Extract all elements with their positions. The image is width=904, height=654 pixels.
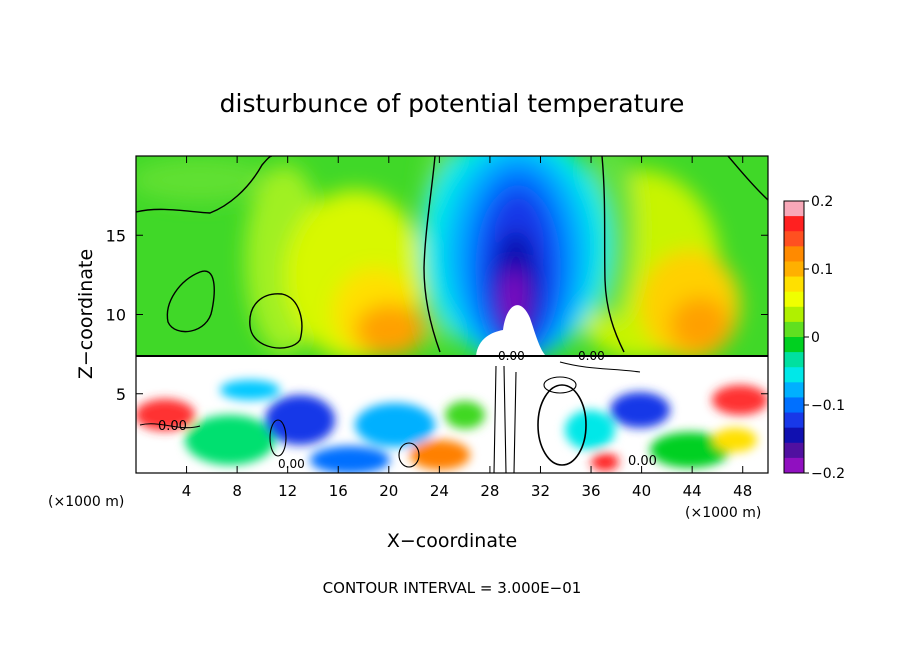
colorbar-swatch bbox=[784, 201, 804, 217]
contour-label: 0.00 bbox=[498, 349, 525, 363]
field-patch bbox=[265, 395, 335, 445]
x-tick-label: 40 bbox=[632, 482, 651, 500]
y-ticks: 5 10 15 bbox=[106, 226, 768, 404]
field-patch bbox=[220, 380, 280, 400]
lower-contour bbox=[537, 384, 587, 466]
y-axis-label: Z−coordinate bbox=[75, 249, 97, 379]
colorbar-swatch bbox=[784, 442, 804, 459]
colorbar-swatch bbox=[784, 367, 804, 383]
colorbar-swatch bbox=[784, 457, 804, 474]
field-patch bbox=[650, 432, 730, 468]
colorbar-swatch bbox=[784, 276, 804, 293]
x-tick-label: 48 bbox=[733, 482, 752, 500]
x-tick-label: 20 bbox=[379, 482, 398, 500]
x-unit-right: (×1000 m) bbox=[685, 505, 761, 521]
upper-contour bbox=[423, 156, 441, 353]
lower-contour bbox=[493, 365, 517, 473]
contour-label: 0.00 bbox=[278, 457, 305, 471]
lower-contour bbox=[139, 361, 641, 429]
lower-contour bbox=[269, 419, 287, 457]
field-patch bbox=[565, 410, 615, 450]
field-patch bbox=[310, 446, 390, 473]
contour-labels: 0.00 0.00 0.00 0.00 0.00 bbox=[158, 349, 657, 471]
colorbar-labels: 0.2 0.1 0 −0.1 −0.2 bbox=[804, 194, 845, 482]
upper-contour bbox=[136, 156, 273, 214]
field-patch bbox=[355, 403, 435, 447]
y-tick-label: 10 bbox=[106, 306, 126, 325]
colorbar-swatch bbox=[784, 216, 804, 232]
contour-label: 0.00 bbox=[628, 454, 657, 469]
contour-label: 0.00 bbox=[578, 349, 605, 363]
colorbar-tick-label: −0.2 bbox=[811, 466, 845, 482]
x-tick-label: 8 bbox=[232, 482, 242, 500]
x-tick-label: 24 bbox=[430, 482, 449, 500]
field-patch bbox=[591, 453, 619, 471]
x-tick-label: 12 bbox=[278, 482, 297, 500]
upper-contour bbox=[166, 270, 215, 333]
field-patch bbox=[355, 304, 425, 356]
colorbar-swatch bbox=[784, 337, 804, 353]
contour-label: 0.00 bbox=[158, 419, 187, 434]
colorbar bbox=[784, 201, 804, 474]
x-tick-label: 4 bbox=[182, 482, 192, 500]
field-patch bbox=[185, 415, 275, 465]
contour-interval-note: CONTOUR INTERVAL = 3.000E−01 bbox=[323, 579, 582, 597]
chart-title: disturbunce of potential temperature bbox=[220, 89, 685, 118]
colorbar-swatch bbox=[784, 397, 804, 414]
colorbar-swatch bbox=[784, 382, 804, 398]
upper-contour bbox=[727, 156, 768, 201]
colorbar-tick-label: 0.1 bbox=[811, 262, 833, 278]
x-ticks: 4 8 12 16 20 24 28 32 36 40 44 48 bbox=[182, 156, 752, 500]
field-patch bbox=[670, 297, 730, 353]
field-patch bbox=[712, 385, 768, 415]
x-tick-label: 32 bbox=[531, 482, 550, 500]
colorbar-tick-label: 0.2 bbox=[811, 194, 833, 210]
colorbar-swatch bbox=[784, 231, 804, 247]
x-tick-label: 16 bbox=[329, 482, 348, 500]
colorbar-swatch bbox=[784, 352, 804, 368]
colorbar-swatch bbox=[784, 412, 804, 429]
lower-contour bbox=[543, 376, 577, 394]
colorbar-swatch bbox=[784, 306, 804, 323]
colorbar-swatch bbox=[784, 246, 804, 262]
field-patch bbox=[410, 440, 470, 470]
x-tick-label: 36 bbox=[581, 482, 600, 500]
field-white-core bbox=[476, 305, 546, 356]
colorbar-swatch bbox=[784, 321, 804, 338]
colorbar-swatch bbox=[784, 261, 804, 278]
field-patch bbox=[713, 428, 757, 452]
heatmap-field bbox=[136, 156, 768, 473]
upper-contour bbox=[249, 293, 303, 349]
y-tick-label: 5 bbox=[116, 385, 126, 404]
colorbar-swatch bbox=[784, 291, 804, 308]
colorbar-tick-label: −0.1 bbox=[811, 398, 845, 414]
y-tick-label: 15 bbox=[106, 226, 126, 245]
field-patch bbox=[136, 399, 195, 431]
field-patch bbox=[136, 158, 270, 202]
x-tick-label: 44 bbox=[683, 482, 702, 500]
field-patch bbox=[445, 401, 485, 429]
lower-contour bbox=[398, 442, 420, 468]
colorbar-swatch bbox=[784, 427, 804, 444]
colorbar-tick-label: 0 bbox=[811, 330, 820, 346]
x-unit-left: (×1000 m) bbox=[48, 494, 124, 510]
x-axis-label: X−coordinate bbox=[387, 530, 517, 552]
x-tick-label: 28 bbox=[480, 482, 499, 500]
field-patch bbox=[610, 392, 670, 428]
upper-contour bbox=[601, 156, 625, 353]
